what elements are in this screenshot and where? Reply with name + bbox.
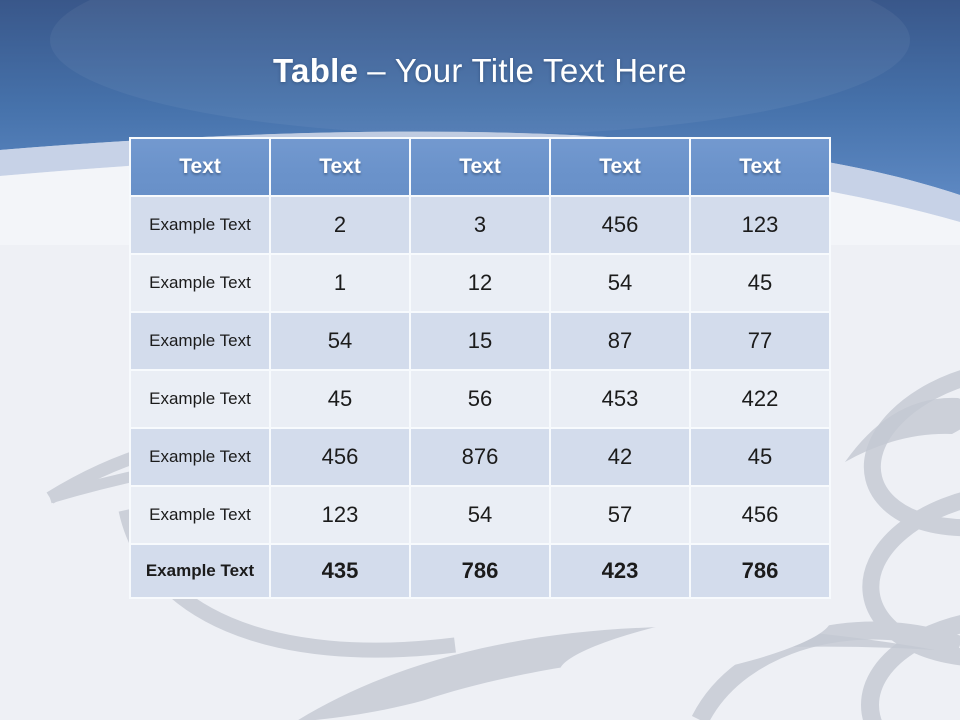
value-cell: 876 xyxy=(411,429,549,485)
value-cell: 15 xyxy=(411,313,549,369)
value-cell: 435 xyxy=(271,545,409,597)
header-row: Text Text Text Text Text xyxy=(131,139,829,195)
row-label-cell: Example Text xyxy=(131,197,269,253)
row-label-cell: Example Text xyxy=(131,371,269,427)
header-cell: Text xyxy=(691,139,829,195)
row-label-cell: Example Text xyxy=(131,313,269,369)
value-cell: 56 xyxy=(411,371,549,427)
title-bold: Table xyxy=(273,52,359,89)
value-cell: 57 xyxy=(551,487,689,543)
title-rest: – Your Title Text Here xyxy=(367,52,687,89)
value-cell: 45 xyxy=(691,429,829,485)
value-cell: 786 xyxy=(411,545,549,597)
row-label-cell: Example Text xyxy=(131,255,269,311)
row-label-cell: Example Text xyxy=(131,487,269,543)
table-row: Example Text 54 15 87 77 xyxy=(131,313,829,369)
value-cell: 3 xyxy=(411,197,549,253)
value-cell: 786 xyxy=(691,545,829,597)
value-cell: 45 xyxy=(271,371,409,427)
table-row: Example Text 1 12 54 45 xyxy=(131,255,829,311)
value-cell: 54 xyxy=(411,487,549,543)
value-cell: 87 xyxy=(551,313,689,369)
table-row-total: Example Text 435 786 423 786 xyxy=(131,545,829,597)
value-cell: 422 xyxy=(691,371,829,427)
row-label-cell: Example Text xyxy=(131,545,269,597)
header-cell: Text xyxy=(411,139,549,195)
table-row: Example Text 2 3 456 123 xyxy=(131,197,829,253)
value-cell: 423 xyxy=(551,545,689,597)
table-container: Text Text Text Text Text Example Text 2 … xyxy=(129,137,831,599)
value-cell: 54 xyxy=(551,255,689,311)
value-cell: 456 xyxy=(551,197,689,253)
data-table: Text Text Text Text Text Example Text 2 … xyxy=(129,137,831,599)
value-cell: 12 xyxy=(411,255,549,311)
value-cell: 456 xyxy=(271,429,409,485)
value-cell: 456 xyxy=(691,487,829,543)
value-cell: 54 xyxy=(271,313,409,369)
value-cell: 1 xyxy=(271,255,409,311)
header-cell: Text xyxy=(131,139,269,195)
row-label-cell: Example Text xyxy=(131,429,269,485)
value-cell: 123 xyxy=(691,197,829,253)
value-cell: 123 xyxy=(271,487,409,543)
page-title: Table – Your Title Text Here xyxy=(0,52,960,90)
value-cell: 453 xyxy=(551,371,689,427)
header-cell: Text xyxy=(551,139,689,195)
table-row: Example Text 123 54 57 456 xyxy=(131,487,829,543)
table-row: Example Text 456 876 42 45 xyxy=(131,429,829,485)
value-cell: 77 xyxy=(691,313,829,369)
value-cell: 45 xyxy=(691,255,829,311)
value-cell: 42 xyxy=(551,429,689,485)
value-cell: 2 xyxy=(271,197,409,253)
table-row: Example Text 45 56 453 422 xyxy=(131,371,829,427)
header-cell: Text xyxy=(271,139,409,195)
